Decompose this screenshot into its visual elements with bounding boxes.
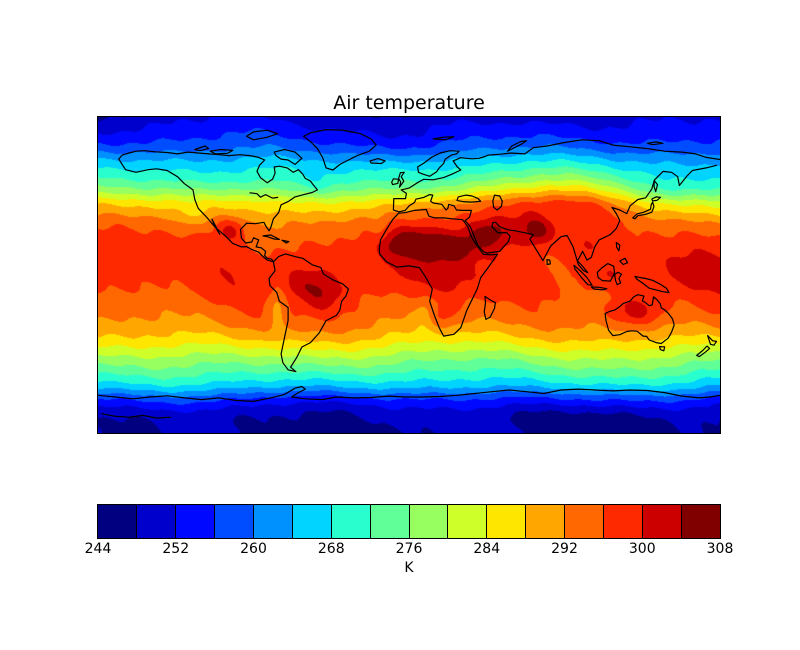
coastline-java xyxy=(590,286,608,291)
map-axes xyxy=(97,116,721,434)
colorbar-segment-248-252 xyxy=(136,505,176,538)
coastline-hispaniola xyxy=(281,239,290,244)
colorbar-tick-260: 260 xyxy=(240,541,267,557)
coastline-sakhalin xyxy=(653,180,659,193)
coastline-black-sea xyxy=(456,194,482,203)
coastline-mindanao xyxy=(619,257,629,266)
coastline-ireland xyxy=(391,178,400,186)
coastline-eurasia-atlantic-arctic xyxy=(392,139,720,213)
coastline-iceland xyxy=(369,158,386,165)
coastline-scandinavia xyxy=(417,150,460,177)
coastline-novaya-zemlya xyxy=(506,140,528,152)
colorbar-segment-296-300 xyxy=(604,505,644,538)
temperature-field-canvas xyxy=(98,117,720,433)
colorbar-segment-284-288 xyxy=(487,505,527,538)
colorbar-tick-276: 276 xyxy=(395,541,423,557)
colorbar-segment-252-256 xyxy=(175,505,215,538)
coastline-greenland xyxy=(303,129,377,171)
coastline-great-lakes xyxy=(249,192,279,199)
colorbar-segment-256-260 xyxy=(214,505,254,538)
coastline-mediterranean-north-coast xyxy=(398,194,473,222)
coastlines-layer xyxy=(98,129,720,419)
colorbar-segment-268-272 xyxy=(331,505,371,538)
coastline-banks-island xyxy=(194,145,210,152)
colorbar-segment-272-276 xyxy=(370,505,410,538)
coastline-victoria-island xyxy=(209,148,234,155)
colorbar-tick-284: 284 xyxy=(473,541,501,557)
coastline-north-america xyxy=(118,150,318,263)
coastline-madagascar xyxy=(483,295,496,320)
coastline-caspian-sea xyxy=(492,194,503,211)
colorbar-segment-276-280 xyxy=(409,505,449,538)
colorbar-segment-264-268 xyxy=(292,505,332,538)
colorbar-segment-244-248 xyxy=(98,505,137,538)
colorbar-segment-280-284 xyxy=(448,505,488,538)
colorbar-segment-292-296 xyxy=(565,505,605,538)
coastline-africa xyxy=(378,208,499,337)
colorbar-unit-label: K xyxy=(404,560,414,576)
coastline-sulawesi xyxy=(614,271,623,286)
colorbar-tick-268: 268 xyxy=(317,541,345,557)
coastline-new-zealand-north xyxy=(707,335,718,346)
colorbar-segment-288-292 xyxy=(526,505,566,538)
coastline-svalbard xyxy=(432,136,455,141)
plot-title: Air temperature xyxy=(333,92,485,114)
coastline-antarctica-coast xyxy=(98,385,720,402)
coastline-ross-ice-shelf-edge xyxy=(100,413,172,419)
coastline-borneo xyxy=(596,263,616,282)
coastline-australia xyxy=(604,294,675,345)
coastline-asia-pacific-indian xyxy=(464,164,718,274)
colorbar-segment-260-264 xyxy=(253,505,293,538)
coastline-baja-california xyxy=(211,218,221,235)
coastline-new-zealand-south xyxy=(696,345,711,358)
colorbar-tick-308: 308 xyxy=(706,541,734,557)
colorbar-tick-300: 300 xyxy=(628,541,656,557)
coastline-japan-hokkaido xyxy=(651,196,661,202)
colorbar-segment-300-304 xyxy=(643,505,683,538)
coastline-great-britain xyxy=(398,171,405,188)
coastline-japan-honshu xyxy=(632,201,655,220)
colorbar xyxy=(97,504,721,539)
coastline-new-guinea xyxy=(634,275,670,294)
coastline-cuba xyxy=(262,234,280,240)
coastline-tasmania xyxy=(658,346,666,352)
colorbar-segment-304-308 xyxy=(682,505,720,538)
coastline-sri-lanka xyxy=(546,259,551,266)
coastline-sumatra xyxy=(573,264,593,286)
coastline-new-siberian-islands xyxy=(646,141,664,146)
colorbar-tick-labels: 244 252 260 268 276 284 292 300 308 xyxy=(85,541,734,559)
coastline-ellesmere-island xyxy=(246,129,279,141)
colorbar-tick-292: 292 xyxy=(551,541,578,557)
colorbar-tick-252: 252 xyxy=(162,541,190,557)
coastline-luzon xyxy=(615,241,621,252)
colorbar-tick-244: 244 xyxy=(84,541,112,557)
coastline-baffin-island xyxy=(273,148,303,165)
coastline-south-america xyxy=(268,253,350,373)
